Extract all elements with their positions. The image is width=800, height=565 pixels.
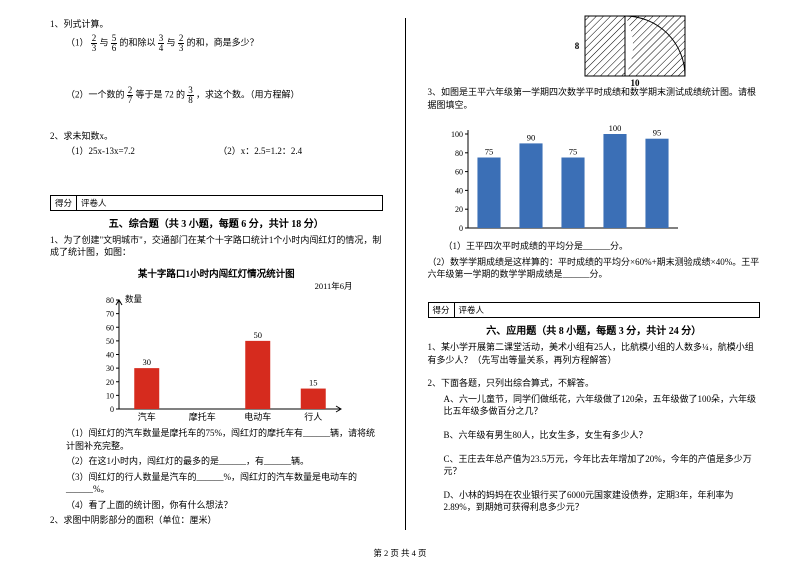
chart2-svg: 0 20 40 60 80 100 75 90 75 100 95 <box>438 120 688 240</box>
p6-2d: D、小林的妈妈在农业银行买了6000元国家建设债券，定期3年，年利率为2.89%… <box>428 489 761 514</box>
page-container: 1、列式计算。 （1） 23 与 56 的和除以 34 与 23 的和，商是多少… <box>0 0 800 540</box>
column-divider <box>405 18 406 530</box>
grader-label-6: 评卷人 <box>455 303 489 317</box>
p5-1: 1、为了创建"文明城市"，交通部门在某个十字路口统计1个小时内闯红灯的情况，制成… <box>50 234 383 259</box>
p5-1c: （3）闯红灯的行人数量是汽车的______%，闯红灯的汽车数量是电动车的____… <box>50 471 383 496</box>
grader-label: 评卷人 <box>77 196 111 210</box>
svg-text:90: 90 <box>526 133 535 143</box>
p5-1d: （4）看了上面的统计图，你有什么想法？ <box>50 499 383 512</box>
svg-text:15: 15 <box>309 378 318 388</box>
q1-2: （2）一个数的 27 等于是 72 的 38 ，求这个数。（用方程解） <box>50 86 383 105</box>
score-label-6: 得分 <box>429 303 455 317</box>
svg-text:50: 50 <box>106 337 114 346</box>
q2-row: （1）25x-13x=7.2 （2）x：2.5=1.2：2.4 <box>50 145 383 158</box>
p3-1: （1）王平四次平时成绩的平均分是______分。 <box>428 240 761 253</box>
svg-text:100: 100 <box>608 123 621 133</box>
q2-title: 2、求未知数x。 <box>50 130 383 143</box>
left-column: 1、列式计算。 （1） 23 与 56 的和除以 34 与 23 的和，商是多少… <box>50 18 383 530</box>
p6-2c: C、王庄去年总产值为23.5万元，今年比去年增加了20%，今年的产值是多少万元？ <box>428 453 761 478</box>
frac-3-4: 34 <box>158 34 165 53</box>
svg-text:8: 8 <box>575 41 580 51</box>
svg-text:数量: 数量 <box>125 294 143 304</box>
chart1-subtitle: 2011年6月 <box>50 280 383 292</box>
geometry-figure: 8610 <box>570 14 700 89</box>
score-box-5: 得分 评卷人 <box>50 195 383 211</box>
p5-1b: （2）在这1小时内，闯红灯的最多的是______，有______辆。 <box>50 455 383 468</box>
svg-text:30: 30 <box>106 364 114 373</box>
svg-text:80: 80 <box>106 296 114 305</box>
svg-text:75: 75 <box>484 147 493 157</box>
svg-text:行人: 行人 <box>304 411 322 422</box>
svg-text:40: 40 <box>455 187 463 196</box>
q2-1: （1）25x-13x=7.2 <box>66 145 216 158</box>
frac-2-3b: 23 <box>178 34 185 53</box>
svg-text:10: 10 <box>106 391 114 400</box>
q1-1-pre: （1） <box>66 37 89 47</box>
svg-text:60: 60 <box>106 323 114 332</box>
chart1-title: 某十字路口1小时内闯红灯情况统计图 <box>50 266 383 280</box>
svg-text:0: 0 <box>110 405 114 414</box>
svg-text:20: 20 <box>455 205 463 214</box>
q2-2: （2）x：2.5=1.2：2.4 <box>218 146 302 156</box>
frac-5-6: 56 <box>111 34 118 53</box>
svg-text:汽车: 汽车 <box>138 411 156 422</box>
p6-1: 1、某小学开展第二课堂活动，美术小组有25人，比航模小组的人数多¼，航模小组有多… <box>428 341 761 366</box>
svg-text:0: 0 <box>459 224 463 233</box>
p3-2: （2）数学学期成绩是这样算的：平时成绩的平均分×60%+期末测验成绩×40%。王… <box>428 256 761 281</box>
svg-text:20: 20 <box>106 378 114 387</box>
frac-3-8: 38 <box>187 86 194 105</box>
svg-text:75: 75 <box>568 147 577 157</box>
chart1-svg: 0 10 20 30 40 50 60 70 80 数量 30 汽车 摩托车 50 电动车 15 行人 <box>81 292 351 427</box>
svg-text:40: 40 <box>106 350 114 359</box>
q1-title: 1、列式计算。 <box>50 18 383 31</box>
svg-text:10: 10 <box>631 78 641 88</box>
p5-1a: （1）闯红灯的汽车数量是摩托车的75%，闯红灯的摩托车有______辆，请将统计… <box>50 427 383 452</box>
svg-text:60: 60 <box>455 168 463 177</box>
svg-text:95: 95 <box>652 128 661 138</box>
p6-2b: B、六年级有男生80人，比女生多，女生有多少人？ <box>428 429 761 442</box>
svg-text:80: 80 <box>455 149 463 158</box>
svg-text:摩托车: 摩托车 <box>189 411 216 422</box>
section-5-title: 五、综合题（共 3 小题，每题 6 分，共计 18 分） <box>50 215 383 230</box>
svg-text:70: 70 <box>106 310 114 319</box>
frac-2-3: 23 <box>91 34 98 53</box>
svg-text:50: 50 <box>254 330 263 340</box>
svg-text:电动车: 电动车 <box>244 411 271 422</box>
score-label: 得分 <box>51 196 77 210</box>
p5-2: 2、求图中阴影部分的面积（单位：厘米） <box>50 514 383 527</box>
score-box-6: 得分 评卷人 <box>428 302 761 318</box>
section-6-title: 六、应用题（共 8 小题，每题 3 分，共计 24 分） <box>428 322 761 337</box>
svg-text:30: 30 <box>143 357 152 367</box>
right-column: 8610 3、如图是王平六年级第一学期四次数学平时成绩和数学期末测试成绩统计图。… <box>428 18 761 530</box>
p6-2a: A、六一儿童节，同学们做纸花，六年级做了120朵，五年级做了100朵，六年级比五… <box>428 393 761 418</box>
p6-2: 2、下面各题，只列出综合算式，不解答。 <box>428 377 761 390</box>
frac-2-7: 27 <box>127 86 134 105</box>
q1-1: （1） 23 与 56 的和除以 34 与 23 的和，商是多少？ <box>50 34 383 53</box>
page-footer: 第 2 页 共 4 页 <box>0 547 800 559</box>
svg-text:100: 100 <box>451 130 463 139</box>
p3: 3、如图是王平六年级第一学期四次数学平时成绩和数学期末测试成绩统计图。请根据图填… <box>428 86 761 111</box>
